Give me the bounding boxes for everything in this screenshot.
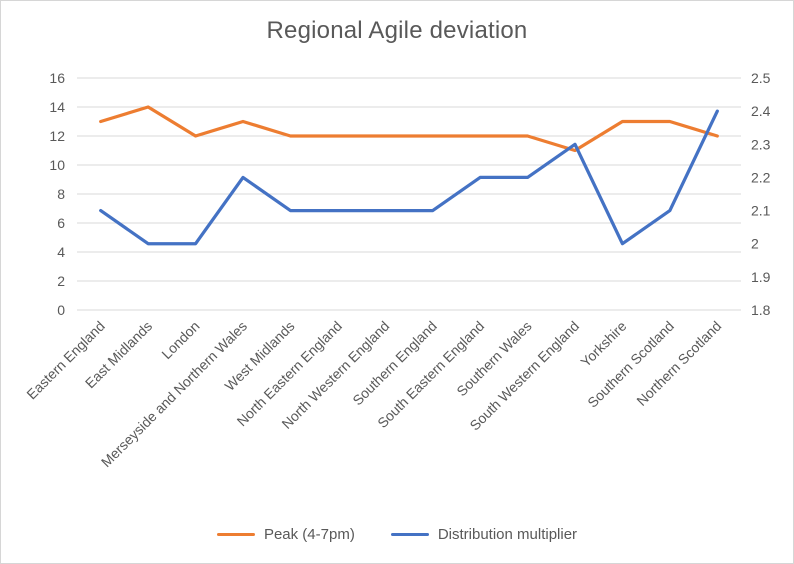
left-axis-tick-label: 10 bbox=[49, 157, 65, 173]
right-axis-tick-label: 2.5 bbox=[751, 70, 771, 86]
legend-item-peak: Peak (4-7pm) bbox=[216, 526, 355, 543]
series-line-distribution-multiplier bbox=[99, 109, 719, 246]
right-axis-tick-label: 1.8 bbox=[751, 302, 771, 318]
left-axis-tick-label: 2 bbox=[57, 273, 65, 289]
left-axis-tick-label: 12 bbox=[49, 128, 65, 144]
right-axis-tick-label: 2.3 bbox=[751, 136, 771, 152]
chart-legend: Peak (4-7pm) Distribution multiplier bbox=[1, 526, 793, 543]
peak-series-line-swatch bbox=[216, 532, 255, 537]
left-axis-tick-label: 0 bbox=[57, 302, 65, 318]
series-line-peak-4-7pm bbox=[99, 105, 719, 153]
right-axis-tick-label: 2.4 bbox=[751, 103, 771, 119]
right-axis-tick-label: 2.2 bbox=[751, 169, 771, 185]
category-label: Northern Scotland bbox=[633, 318, 724, 409]
right-axis-tick-label: 2 bbox=[751, 236, 759, 252]
legend-label-peak: Peak (4-7pm) bbox=[263, 526, 355, 543]
distribution-multiplier-series-line-swatch bbox=[390, 532, 429, 537]
left-axis-tick-label: 6 bbox=[57, 215, 65, 231]
category-label: London bbox=[158, 318, 202, 362]
legend-item-distribution-multiplier: Distribution multiplier bbox=[390, 526, 578, 543]
legend-label-distribution-multiplier: Distribution multiplier bbox=[437, 526, 578, 543]
right-axis-tick-label: 1.9 bbox=[751, 269, 771, 285]
left-axis-tick-label: 4 bbox=[57, 244, 65, 260]
right-axis-tick-label: 2.1 bbox=[751, 203, 771, 219]
left-axis-tick-label: 8 bbox=[57, 186, 65, 202]
left-axis-tick-label: 16 bbox=[49, 70, 65, 86]
left-axis-tick-label: 14 bbox=[49, 99, 65, 115]
chart-title: Regional Agile deviation bbox=[266, 17, 528, 44]
category-label: Southern Scotland bbox=[584, 318, 677, 411]
category-label: Eastern England bbox=[23, 318, 108, 403]
category-label: Southern England bbox=[349, 318, 440, 409]
